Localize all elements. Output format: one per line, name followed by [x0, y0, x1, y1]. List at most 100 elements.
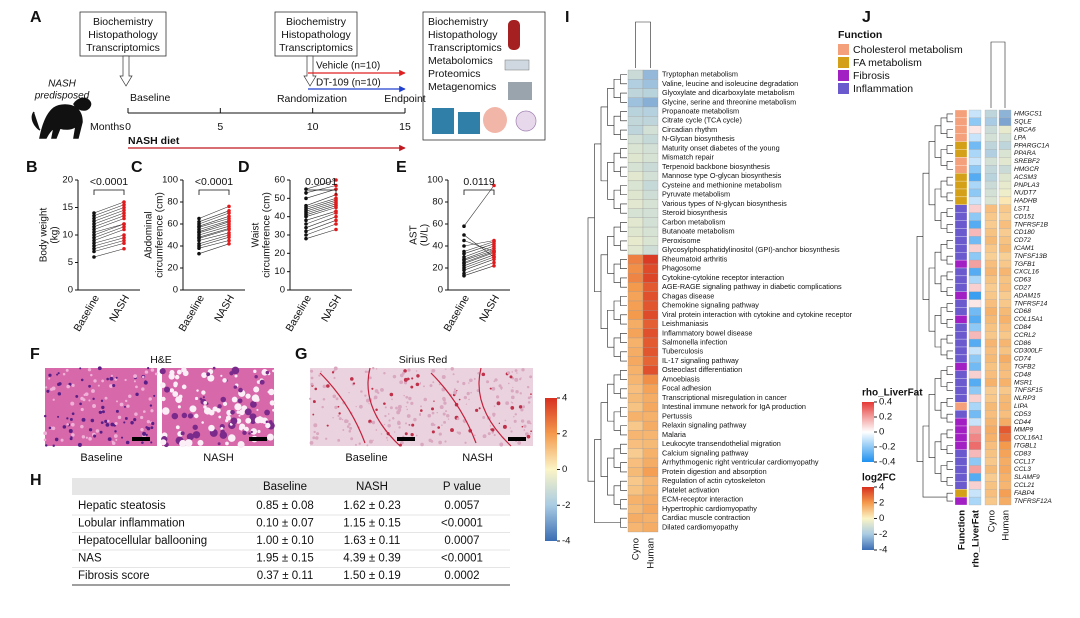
- texture: [250, 430, 253, 434]
- texture: [225, 441, 229, 446]
- texture: [352, 382, 356, 385]
- texture: [75, 395, 79, 398]
- pair-line: [93, 234, 125, 244]
- heatmap-cell: [984, 291, 998, 300]
- colorbar-label: 4: [562, 393, 567, 404]
- dendrogram: [613, 300, 621, 320]
- texture: [510, 395, 515, 400]
- point: [122, 216, 126, 221]
- heatmap-cell: [998, 315, 1012, 324]
- pair-line: [93, 242, 125, 252]
- texture: [124, 378, 127, 382]
- texture: [360, 390, 363, 393]
- dendrogram: [928, 267, 935, 332]
- heatmap-cell: [627, 457, 644, 468]
- legend-label: FA metabolism: [853, 57, 922, 69]
- pair-line: [305, 199, 337, 210]
- heatmap-cell: [998, 307, 1012, 316]
- heatmap-cell: [984, 315, 998, 324]
- texture: [154, 372, 158, 376]
- texture: [253, 369, 257, 374]
- pair-line: [463, 185, 495, 227]
- heatmap-cell: [998, 196, 1012, 205]
- dendrogram: [613, 78, 621, 99]
- texture: [150, 368, 155, 372]
- texture: [407, 368, 411, 372]
- dendrogram: [620, 259, 627, 269]
- texture: [464, 441, 467, 444]
- texture: [513, 419, 517, 423]
- texture: [504, 419, 507, 422]
- texture: [115, 400, 119, 403]
- heatmap-cell: [627, 97, 644, 108]
- heatmap-cell: [642, 411, 659, 422]
- texture: [111, 441, 116, 446]
- point: [462, 271, 466, 276]
- texture: [491, 431, 495, 434]
- heatmap-cell: [642, 69, 659, 80]
- heatmap-cell: [984, 196, 998, 205]
- heatmap-cell: [627, 319, 644, 329]
- texture: [447, 418, 450, 420]
- function-cell: [954, 117, 968, 126]
- texture: [160, 439, 167, 446]
- significance-bracket: [198, 189, 230, 195]
- function-cell: [954, 338, 968, 348]
- texture: [386, 439, 389, 441]
- texture: [147, 366, 150, 370]
- texture: [439, 405, 444, 410]
- texture: [309, 440, 314, 445]
- texture: [510, 389, 514, 393]
- heatmap-cell: [627, 208, 644, 218]
- point: [227, 204, 231, 209]
- texture: [384, 406, 387, 409]
- row-label: PNPLA3: [1014, 182, 1040, 189]
- row-label: ABCA6: [1013, 127, 1036, 134]
- point: [92, 255, 96, 259]
- heatmap-cell: [968, 299, 982, 308]
- histology-image: [159, 366, 275, 449]
- texture: [98, 410, 103, 414]
- row-label: Cysteine and methionine metabolism: [662, 180, 782, 189]
- y-tick-label: 0: [280, 285, 285, 296]
- heatmap-cell: [627, 337, 644, 348]
- dendrogram: [946, 129, 953, 138]
- heatmap-cell: [642, 273, 659, 283]
- texture: [101, 379, 105, 383]
- texture: [514, 377, 519, 382]
- icon: [483, 107, 507, 133]
- table-cell: Hepatic steatosis: [78, 500, 166, 512]
- pair-line: [305, 223, 337, 236]
- texture: [366, 444, 369, 447]
- texture: [358, 442, 361, 445]
- texture: [374, 389, 379, 393]
- dendrogram: [613, 374, 621, 394]
- heatmap-cell: [984, 133, 998, 142]
- arrow: [119, 55, 133, 87]
- heatmap-cell: [998, 457, 1012, 466]
- icon: [508, 20, 520, 50]
- heatmap-cell: [627, 180, 644, 191]
- row-label: Platelet activation: [662, 485, 719, 494]
- row-label: Peroxisome: [662, 236, 701, 245]
- function-cell: [954, 433, 968, 442]
- p-value: <0.0001: [90, 176, 128, 188]
- row-label: Transcriptional misregulation in cancer: [662, 393, 787, 402]
- texture: [170, 374, 173, 377]
- texture: [372, 439, 374, 441]
- texture: [520, 408, 524, 412]
- heatmap-cell: [984, 173, 998, 182]
- dendrogram: [607, 309, 614, 348]
- function-cell: [954, 244, 968, 253]
- table-cell: 4.39 ± 0.39: [343, 553, 400, 565]
- pair-line: [463, 258, 495, 271]
- heatmap-cell: [998, 433, 1012, 442]
- function-cell: [954, 228, 968, 237]
- texture: [375, 408, 378, 412]
- texture: [201, 421, 204, 424]
- texture: [110, 374, 113, 377]
- point: [92, 222, 96, 226]
- texture: [502, 424, 507, 429]
- table-header: [72, 478, 510, 495]
- texture: [392, 416, 395, 420]
